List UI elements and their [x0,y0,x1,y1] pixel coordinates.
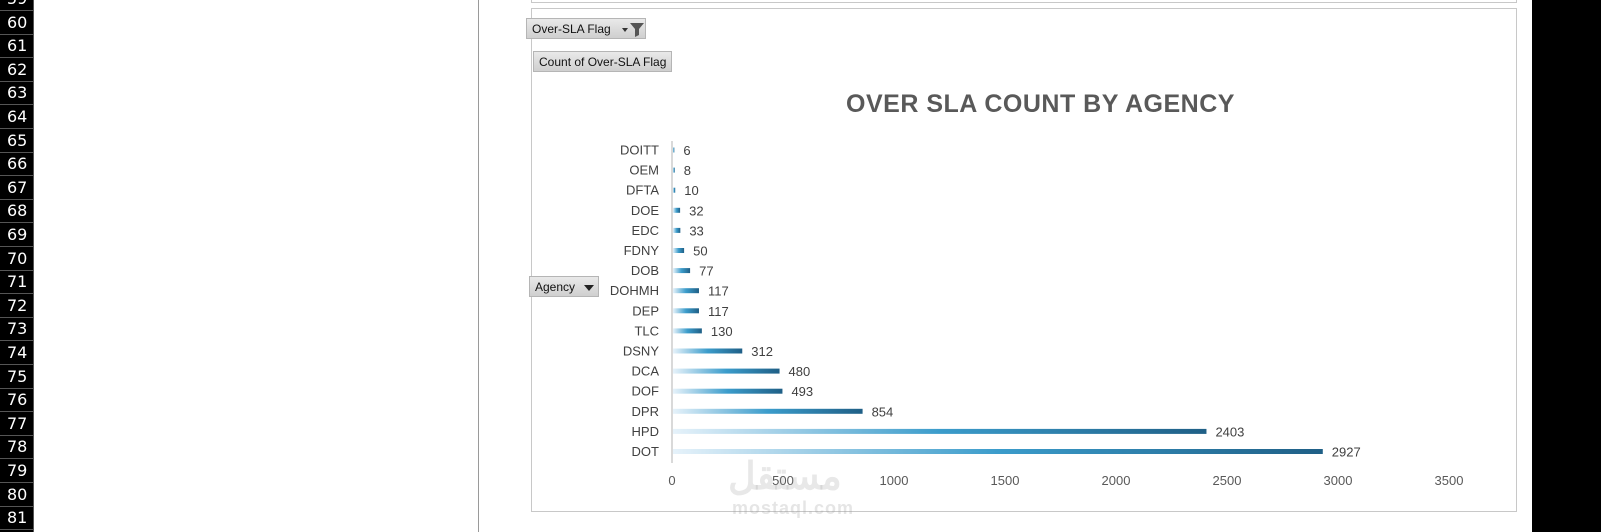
category-label: DPR [632,404,659,419]
bar[interactable] [673,147,675,153]
row-number[interactable]: 81 [0,506,33,531]
row-number[interactable]: 74 [0,341,33,365]
category-label: EDC [632,223,659,238]
data-label: 117 [708,284,729,299]
row-number[interactable]: 70 [0,247,33,271]
bar[interactable] [673,207,681,213]
bar[interactable] [673,167,675,173]
row-number[interactable]: 66 [0,152,33,177]
bar[interactable] [673,449,1323,454]
row-header-column: 5960616263646566676869707172737475767778… [0,0,34,532]
row-number[interactable]: 61 [0,34,33,59]
category-label: FDNY [624,243,660,258]
category-label: DOB [631,263,659,278]
row-number[interactable]: 60 [0,11,33,35]
filter-icon [622,23,644,37]
row-number[interactable]: 80 [0,483,33,507]
row-number[interactable]: 71 [0,270,33,295]
category-label: OEM [629,163,659,178]
x-tick-label: 2000 [1102,473,1131,488]
upper-chart-frame [531,0,1517,3]
bar[interactable] [673,288,699,294]
category-label: TLC [634,323,659,338]
data-label: 32 [689,203,703,218]
row-number[interactable]: 67 [0,176,33,200]
bar[interactable] [673,248,685,253]
bar[interactable] [673,428,1207,434]
bar[interactable] [673,308,699,314]
x-tick-label: 1000 [880,473,909,488]
row-number[interactable]: 76 [0,388,33,413]
data-label: 480 [789,364,811,379]
data-label: 854 [872,404,894,419]
bar[interactable] [673,227,681,233]
row-number[interactable]: 77 [0,412,33,436]
row-number[interactable]: 64 [0,105,33,129]
category-label: DFTA [626,183,659,198]
data-label: 2927 [1332,445,1361,460]
watermark-latin: mostaql.com [732,498,855,518]
x-tick-label: 0 [668,473,675,488]
row-number[interactable]: 78 [0,435,33,460]
row-number[interactable]: 73 [0,317,33,342]
value-button-label: Count of Over-SLA Flag [539,55,667,69]
agency-axis-field-button[interactable]: Agency [529,276,599,297]
pivot-chart-area[interactable] [531,8,1517,512]
bar[interactable] [673,388,783,394]
data-label: 117 [708,304,729,319]
x-tick-label: 500 [772,473,794,488]
data-label: 77 [699,264,713,279]
x-tick-label: 3000 [1324,473,1353,488]
category-label: DCA [632,364,660,379]
category-label: DOHMH [610,283,659,298]
bar[interactable] [673,348,743,354]
row-number[interactable]: 63 [0,81,33,106]
row-number[interactable]: 62 [0,58,33,82]
category-label: DOITT [620,143,659,158]
row-number[interactable]: 79 [0,459,33,483]
bar[interactable] [673,187,676,193]
data-label: 493 [791,384,813,399]
x-tick-label: 2500 [1213,473,1242,488]
category-label: HPD [632,424,659,439]
bar[interactable] [673,368,780,374]
row-number[interactable]: 59 [0,0,33,11]
x-tick-label: 3500 [1435,473,1464,488]
bar[interactable] [673,328,702,334]
count-value-field-button[interactable]: Count of Over-SLA Flag [533,51,673,72]
data-label: 2403 [1215,424,1244,439]
over-sla-filter-button[interactable]: Over-SLA Flag [526,18,646,39]
filter-button-label: Over-SLA Flag [532,22,611,36]
category-label: DOT [632,444,660,459]
dropdown-arrow-icon [584,285,594,291]
row-number[interactable]: 68 [0,199,33,224]
data-label: 8 [684,163,691,178]
data-label: 6 [683,143,690,158]
category-label: DOF [632,384,660,399]
chart-title: OVER SLA COUNT BY AGENCY [846,90,1235,118]
data-label: 33 [689,223,703,238]
row-number[interactable]: 65 [0,129,33,153]
x-tick-label: 1500 [991,473,1020,488]
row-number[interactable]: 69 [0,223,33,247]
axis-button-label: Agency [535,280,576,294]
row-number[interactable]: 75 [0,365,33,389]
data-label: 312 [751,344,773,359]
data-label: 10 [684,183,698,198]
bar[interactable] [673,408,863,414]
bar[interactable] [673,268,691,274]
data-label: 130 [711,324,733,339]
column-divider [478,0,479,532]
data-label: 50 [693,244,707,259]
category-label: DEP [632,303,659,318]
category-label: DSNY [623,344,659,359]
category-label: DOE [631,203,660,218]
row-number[interactable]: 72 [0,294,33,318]
sheet-background-right [1532,0,1601,532]
chart-title-wrap: OVER SLA COUNT BY AGENCY [0,90,1601,119]
watermark-arabic: مستقل [728,456,842,498]
